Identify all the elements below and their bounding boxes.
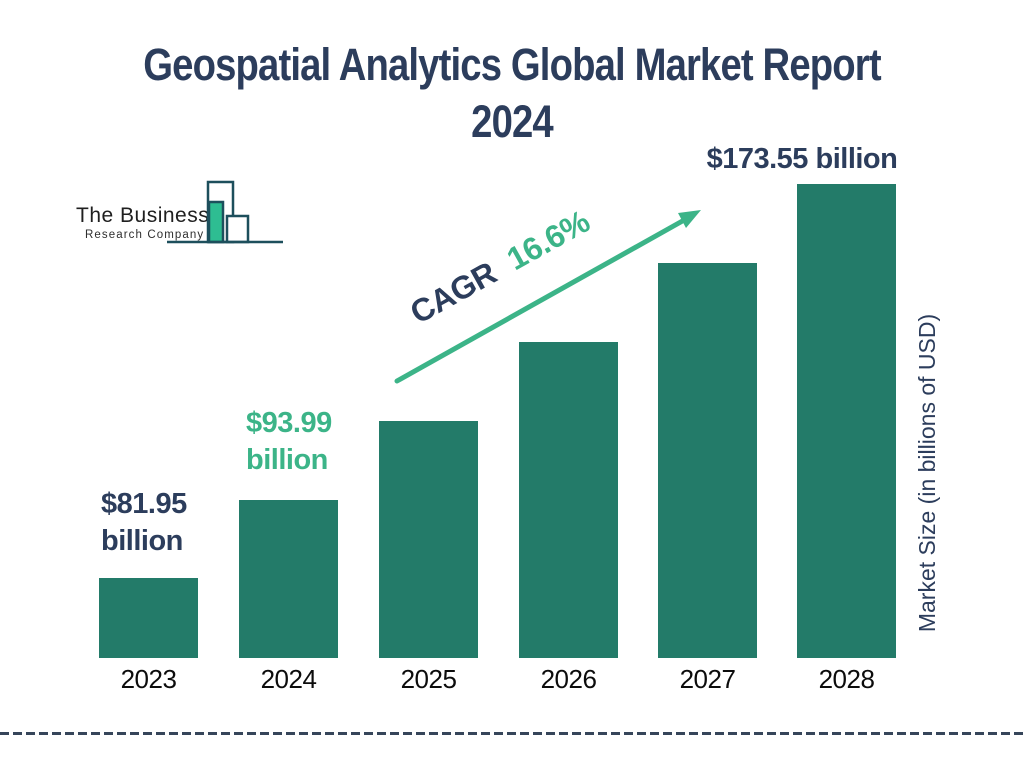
bar-2023 <box>99 578 198 658</box>
page-title-line1: Geospatial Analytics Global Market Repor… <box>143 39 881 90</box>
bar-2025 <box>379 421 478 658</box>
value-label-2023: $81.95 billion <box>101 488 187 557</box>
page-title: Geospatial Analytics Global Market Repor… <box>77 36 947 150</box>
x-axis-label-2026: 2026 <box>540 664 597 694</box>
x-axis-label-2027: 2027 <box>679 664 736 694</box>
company-logo-text: The Business Research Company <box>76 204 209 241</box>
bar-chart-logo-icon <box>167 180 283 244</box>
cagr-label: CAGR <box>404 254 503 331</box>
bar-2028 <box>797 184 896 658</box>
bar-2027 <box>658 263 757 658</box>
dashed-separator <box>0 732 1024 735</box>
company-subname: Research Company <box>85 229 205 241</box>
bar-2024 <box>239 500 338 658</box>
cagr-value: 16.6% <box>500 202 596 278</box>
cagr-annotation: CAGR 16.6% <box>404 203 596 332</box>
value-label-2024: $93.99 billion <box>246 407 332 476</box>
company-logo: The Business Research Company <box>70 176 300 248</box>
value-label-2028: $173.55 billion <box>706 143 898 175</box>
page-title-line2: 2024 <box>471 96 554 147</box>
x-axis-label-2025: 2025 <box>400 664 457 694</box>
company-name: The Business <box>76 204 210 227</box>
x-axis-label-2028: 2028 <box>818 664 875 694</box>
x-axis-label-2023: 2023 <box>120 664 177 694</box>
bar-2026 <box>519 342 618 658</box>
y-axis-label: Market Size (in billions of USD) <box>914 313 940 633</box>
x-axis-label-2024: 2024 <box>260 664 317 694</box>
